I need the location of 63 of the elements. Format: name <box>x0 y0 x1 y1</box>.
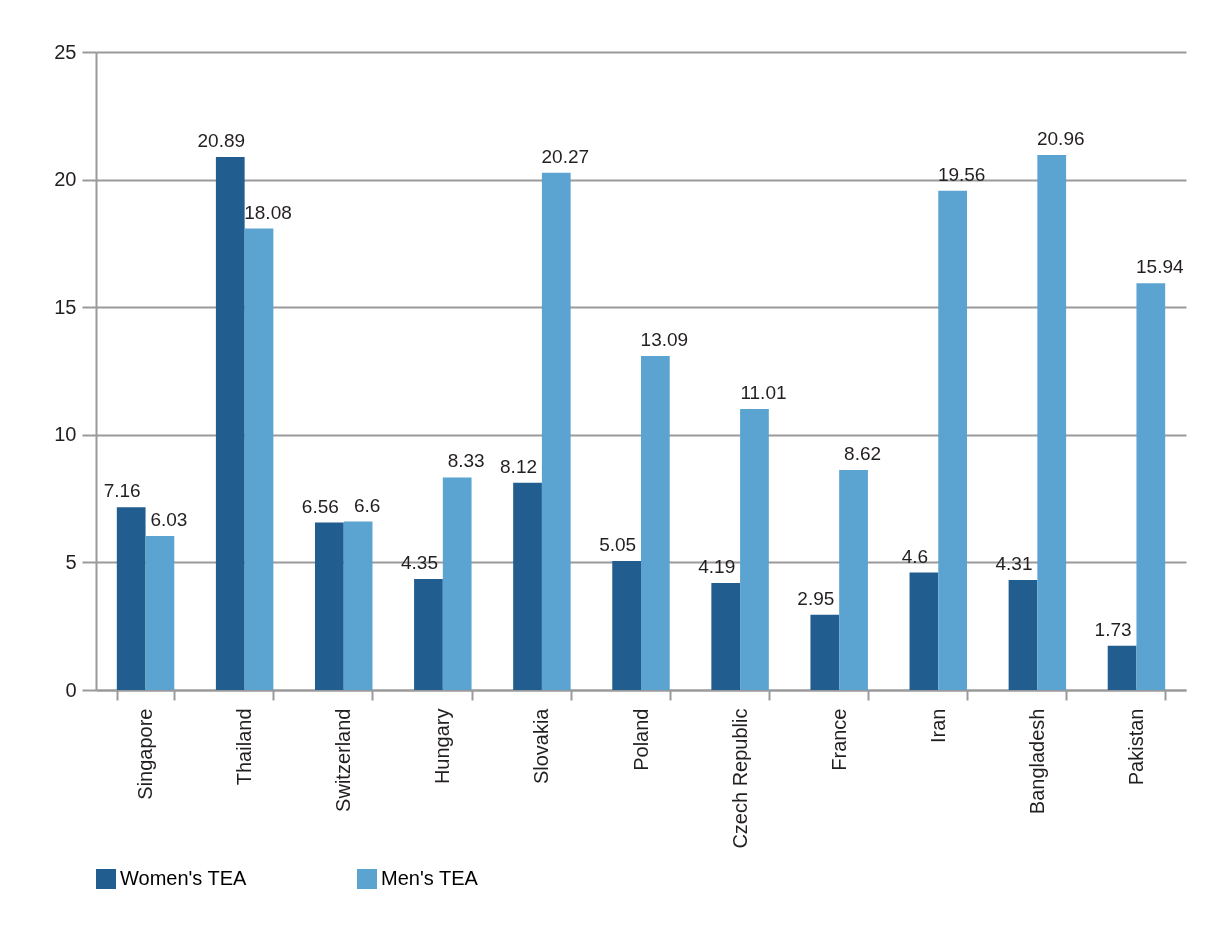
y-tick-label: 25 <box>54 40 77 63</box>
bar <box>215 156 245 690</box>
bar <box>1107 645 1137 690</box>
y-tick-label: 10 <box>54 423 77 446</box>
x-tick-label: Poland <box>629 708 652 771</box>
data-label: 8.12 <box>500 455 538 477</box>
data-label: 4.35 <box>400 551 438 573</box>
data-label: 7.16 <box>103 480 141 502</box>
bar <box>513 482 542 690</box>
bar <box>442 477 472 690</box>
data-label: 4.19 <box>698 556 736 578</box>
bar <box>314 522 344 690</box>
x-tick-label: Hungary <box>431 708 454 785</box>
y-tick-label: 20 <box>54 168 77 191</box>
legend-label: Men's TEA <box>381 867 479 889</box>
bar <box>145 536 175 690</box>
x-tick-label: Bangladesh <box>1025 708 1048 815</box>
x-tick-label: France <box>827 708 850 771</box>
data-label: 20.89 <box>197 129 246 151</box>
data-label: 6.56 <box>301 495 339 517</box>
x-tick-label: Switzerland <box>332 708 355 812</box>
x-tick-label: Czech Republic <box>728 708 751 849</box>
bar <box>1136 283 1166 690</box>
x-tick-label: Thailand <box>233 708 256 786</box>
data-label: 11.01 <box>740 382 787 404</box>
bar <box>612 561 641 690</box>
bar <box>414 578 443 690</box>
data-label: 4.31 <box>995 553 1033 575</box>
bar <box>116 507 146 690</box>
bar <box>541 172 571 690</box>
x-tick-label: Slovakia <box>530 707 553 785</box>
data-label: 8.33 <box>447 450 485 472</box>
data-label: 1.73 <box>1094 618 1132 640</box>
bar <box>1037 155 1067 690</box>
bar <box>343 521 373 690</box>
data-label: 8.62 <box>844 443 882 465</box>
x-tick-label: Pakistan <box>1124 708 1147 786</box>
data-label: 5.05 <box>599 534 637 556</box>
x-tick-label: Iran <box>926 708 949 743</box>
data-label: 6.03 <box>150 509 188 531</box>
x-tick-label: Singapore <box>134 708 157 800</box>
bar <box>244 228 274 690</box>
bar <box>641 355 670 690</box>
bar <box>909 572 939 690</box>
data-label: 6.6 <box>353 494 381 516</box>
bar <box>711 583 741 690</box>
data-label: 13.09 <box>640 328 689 350</box>
data-label: 19.56 <box>937 163 986 185</box>
data-label: 20.27 <box>541 145 590 167</box>
data-label: 2.95 <box>797 587 835 609</box>
legend-label: Women's TEA <box>120 867 248 889</box>
data-label: 15.94 <box>1136 256 1185 278</box>
bar <box>839 470 868 690</box>
y-tick-label: 15 <box>54 295 77 318</box>
data-label: 4.6 <box>901 545 929 567</box>
bar <box>938 190 968 690</box>
bar <box>810 614 840 690</box>
y-tick-label: 0 <box>65 678 77 701</box>
bar <box>1008 580 1038 690</box>
bar <box>740 409 769 690</box>
data-label: 20.96 <box>1036 128 1085 150</box>
data-label: 18.08 <box>244 201 292 223</box>
y-tick-label: 5 <box>65 550 77 573</box>
